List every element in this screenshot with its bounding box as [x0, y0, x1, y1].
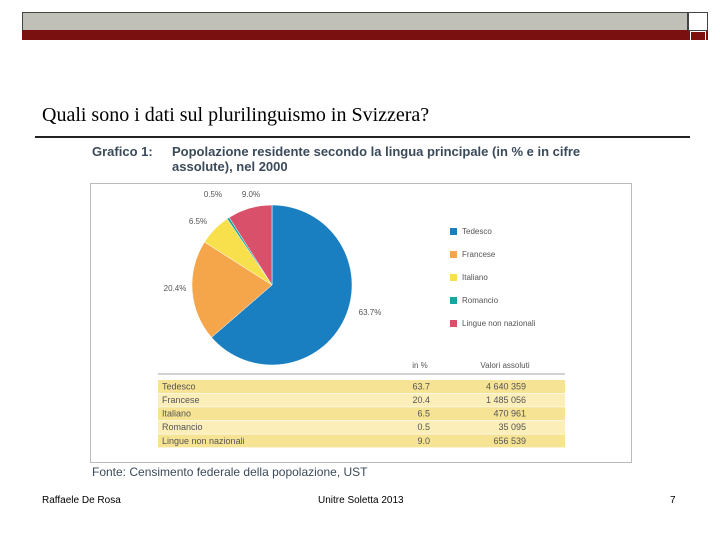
table-cell: 0.5 [417, 422, 430, 432]
legend-label: Italiano [462, 273, 488, 282]
table-cell: 4 640 359 [486, 381, 526, 391]
table-header: Valori assoluti [480, 361, 529, 370]
footer-author: Raffaele De Rosa [42, 495, 121, 506]
table-cell: Romancio [162, 422, 203, 432]
slice-label: 63.7% [359, 308, 382, 317]
table-cell: 470 961 [493, 409, 526, 419]
legend-label: Francese [462, 250, 496, 259]
legend-swatch [450, 228, 457, 235]
footer-event: Unitre Soletta 2013 [318, 495, 404, 506]
table-header: in % [412, 361, 428, 370]
legend-swatch [450, 320, 457, 327]
footer-page: 7 [670, 495, 676, 506]
slide-title: Quali sono i dati sul plurilinguismo in … [42, 104, 430, 126]
slice-label: 0.5% [204, 190, 222, 199]
legend-swatch [450, 251, 457, 258]
legend-swatch [450, 297, 457, 304]
corner-box [688, 12, 708, 31]
corner-box [690, 31, 706, 41]
legend-label: Lingue non nazionali [462, 319, 536, 328]
top-band [22, 30, 708, 40]
slice-label: 6.5% [189, 217, 207, 226]
table-cell: Tedesco [162, 381, 196, 391]
table-row-bg [158, 420, 565, 434]
table-cell: 6.5 [417, 409, 430, 419]
chart-frame [90, 183, 632, 463]
legend-label: Tedesco [462, 227, 492, 236]
table-cell: Italiano [162, 409, 191, 419]
legend-label: Romancio [462, 296, 499, 305]
slice-label: 20.4% [164, 284, 187, 293]
pie-slice [228, 204, 273, 286]
slice-label: 9.0% [242, 190, 260, 199]
table-cell: Francese [162, 395, 200, 405]
table-row-bg [158, 380, 565, 393]
table-cell: 63.7 [412, 381, 430, 391]
table-cell: 656 539 [493, 436, 526, 446]
table-row-bg [158, 393, 565, 407]
table-cell: 20.4 [412, 395, 430, 405]
figure-label: Grafico 1: [92, 144, 153, 159]
title-rule [35, 136, 690, 138]
pie-slice [211, 204, 353, 366]
legend-swatch [450, 274, 457, 281]
table-row-bg [158, 407, 565, 421]
pie-slice [191, 241, 273, 338]
table-cell: 35 095 [498, 422, 526, 432]
table-cell: 1 485 056 [486, 395, 526, 405]
table-cell: 9.0 [417, 436, 430, 446]
chart-title: Popolazione residente secondo la lingua … [172, 144, 581, 174]
chart-source: Fonte: Censimento federale della popolaz… [92, 465, 368, 479]
table-cell: Lingue non nazionali [162, 436, 245, 446]
table-row-bg [158, 434, 565, 448]
